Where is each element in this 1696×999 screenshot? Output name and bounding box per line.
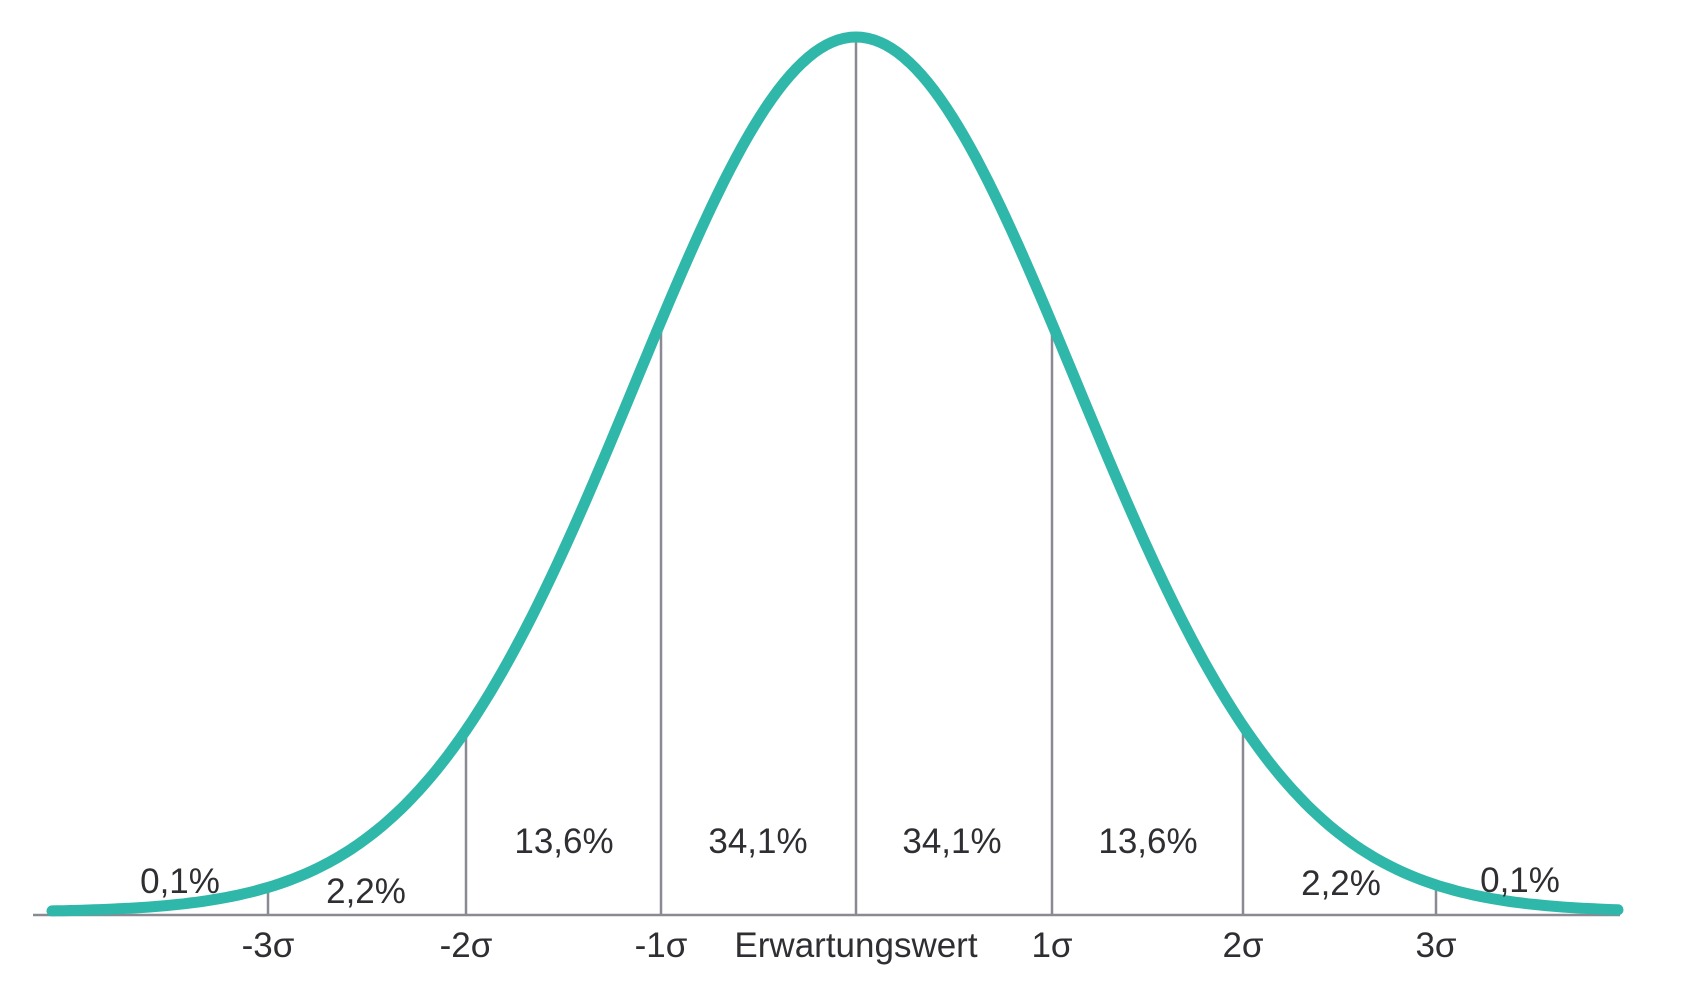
x-tick-label: -1σ — [635, 926, 688, 965]
segment-label: 13,6% — [1098, 822, 1197, 861]
x-tick-label-mean: Erwartungswert — [734, 926, 977, 965]
x-tick-label: -3σ — [242, 926, 295, 965]
segment-label: 0,1% — [140, 862, 220, 901]
segment-label: 2,2% — [1301, 864, 1381, 903]
bell-curve — [46, 31, 1624, 917]
x-tick-label: 2σ — [1222, 926, 1263, 965]
segment-label: 34,1% — [902, 822, 1001, 861]
segment-label: 13,6% — [514, 822, 613, 861]
segment-label: 0,1% — [1480, 861, 1560, 900]
x-tick-label: 3σ — [1415, 926, 1456, 965]
x-tick-label: -2σ — [440, 926, 493, 965]
segment-label: 34,1% — [708, 822, 807, 861]
segment-label: 2,2% — [326, 872, 406, 911]
x-tick-label: 1σ — [1031, 926, 1072, 965]
